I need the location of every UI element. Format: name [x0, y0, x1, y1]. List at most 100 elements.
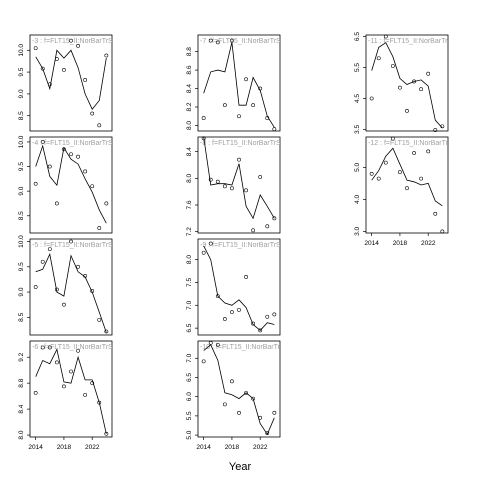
y-tick-label: 6.0 [186, 392, 193, 401]
panel-frame [29, 136, 113, 234]
series-point [426, 149, 431, 154]
panel-frame [197, 340, 281, 438]
series-point [76, 264, 80, 269]
panel-label: -8 : f=FLT15_II:NorBarTrSk [200, 140, 285, 147]
series-point [69, 239, 73, 244]
y-tick-label: 4.0 [354, 195, 361, 204]
series-line [371, 147, 443, 207]
panel-frame [197, 238, 281, 336]
series-point [215, 179, 220, 184]
x-tick-label: 2022 [421, 240, 436, 247]
x-tick-label: 2022 [85, 444, 100, 451]
series-point [265, 224, 270, 229]
y-tick-label: 8.6 [186, 65, 193, 74]
panel-frame [29, 238, 113, 336]
series-point [40, 140, 45, 144]
series-point [419, 176, 424, 181]
series-point [244, 275, 248, 279]
series-point [201, 116, 206, 120]
series-point [251, 103, 256, 108]
panel-frame [197, 34, 281, 132]
series-point [104, 431, 109, 436]
series-line [203, 344, 275, 436]
series-line [203, 245, 275, 331]
series-point [215, 294, 220, 299]
y-tick-label: 9.5 [18, 162, 25, 171]
y-tick-label: 3.0 [354, 227, 361, 236]
panel-5: -7 : f=FLT15_II:NorBarTrSk 8.0 8.2 8.4 8.6 8.… [186, 34, 285, 132]
y-tick-label: 8.0 [186, 173, 193, 182]
panel-7: -9 : f=FLT15_II:NorBarTrSk 6.5 7.0 7.5 8.0 [186, 238, 281, 336]
series-point [47, 247, 52, 252]
series-point [54, 201, 59, 206]
series-point [33, 46, 38, 50]
x-tick-label: 2014 [364, 240, 379, 247]
series-point [433, 211, 438, 216]
series-point [97, 317, 102, 322]
y-tick-label: 5.5 [354, 63, 361, 72]
y-tick-label: 3.5 [354, 125, 361, 134]
y-tick-label: 8.4 [18, 404, 25, 413]
panel-10: -12 : f=FLT15_II:NorBarTrSk 3.0 4.0 5.0 2014… [354, 136, 449, 247]
y-tick-label: 8.0 [18, 430, 25, 439]
panel-frame [365, 34, 449, 132]
series-point [201, 136, 206, 141]
series-point [440, 229, 445, 234]
series-point [62, 302, 66, 307]
series-point [201, 250, 206, 255]
series-point [208, 177, 213, 182]
series-point [40, 345, 45, 350]
series-point [265, 116, 270, 120]
y-tick-label: 7.0 [186, 300, 193, 309]
series-point [412, 151, 416, 155]
y-tick-label: 9.0 [18, 186, 25, 195]
panel-frame [197, 136, 281, 234]
series-point [83, 169, 88, 174]
y-tick-label: 10.0 [18, 235, 25, 248]
series-point [222, 402, 227, 407]
series-point [33, 390, 38, 395]
series-point [258, 328, 263, 333]
panel-frame [365, 136, 449, 234]
series-point [369, 96, 374, 101]
series-point [104, 201, 109, 206]
series-point [62, 384, 66, 389]
y-tick-label: 9.0 [18, 89, 25, 98]
series-point [440, 124, 445, 129]
y-tick-label: 9.5 [18, 262, 25, 271]
series-point [222, 317, 227, 321]
y-tick-label: 9.0 [18, 287, 25, 296]
x-tick-label: 2014 [28, 444, 43, 451]
series-point [208, 341, 213, 345]
series-point [208, 38, 213, 43]
y-tick-label: 4.5 [354, 94, 361, 103]
y-tick-label: 9.2 [18, 352, 25, 361]
series-point [47, 164, 52, 169]
series-point [272, 216, 277, 221]
series-point [83, 78, 88, 82]
series-point [426, 71, 431, 76]
panel-label: -6 : f=FLT15_II:NorBarTrSk [32, 344, 117, 351]
series-point [265, 314, 270, 319]
series-line [203, 136, 275, 220]
series-line [35, 49, 107, 110]
panel-3: -5 : f=FLT15_II:NorBarTrSk 8.5 9.0 9.5 10.0 [18, 235, 117, 336]
series-point [272, 410, 277, 415]
series-line [203, 42, 275, 128]
series-line [35, 348, 107, 434]
panel-8: -10 : f=FLT15_II:NorBarTrSk 5.0 5.5 6.0 6.5 7… [186, 340, 281, 451]
x-tick-label: 2018 [393, 240, 408, 247]
series-point [230, 186, 234, 191]
y-tick-label: 7.0 [186, 353, 193, 362]
series-point [230, 38, 234, 43]
panel-label: -7 : f=FLT15_II:NorBarTrSk [200, 38, 285, 45]
series-point [47, 345, 52, 350]
panel-frame [29, 340, 113, 438]
series-point [104, 53, 109, 58]
series-point [230, 379, 234, 384]
x-tick-label: 2014 [196, 444, 211, 451]
panel-label: -5 : f=FLT15_II:NorBarTrSk [32, 242, 117, 249]
series-point [412, 79, 416, 84]
series-point [272, 312, 277, 317]
series-line [35, 252, 107, 333]
